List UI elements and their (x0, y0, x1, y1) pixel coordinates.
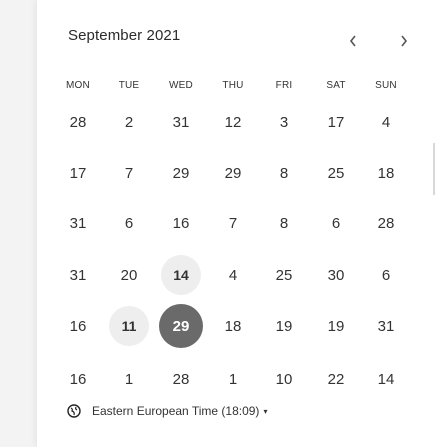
day-cell[interactable]: 31 (377, 317, 395, 335)
day-cell[interactable]: 19 (327, 317, 345, 335)
day-cell[interactable]: 30 (327, 266, 345, 284)
day-cell[interactable]: 25 (327, 164, 345, 182)
day-cell[interactable]: 29 (172, 164, 190, 182)
day-cell[interactable]: 18 (224, 317, 242, 335)
day-cell[interactable]: 2 (124, 113, 134, 131)
day-cell[interactable]: 16 (69, 370, 87, 388)
day-cell[interactable]: 6 (124, 214, 134, 232)
day-cell[interactable]: 22 (327, 370, 345, 388)
day-cell[interactable]: 31 (69, 266, 87, 284)
timezone-label: Eastern European Time (18:09) (92, 404, 260, 418)
day-cell[interactable]: 28 (377, 214, 395, 232)
calendar-panel: September 2021 MON TUE WED THU FRI SAT SUN 28 2… (37, 0, 438, 447)
timezone-selector[interactable]: Eastern European Time (18:09) ▾ (67, 404, 267, 418)
day-cell[interactable]: 8 (279, 214, 289, 232)
next-month-button[interactable] (393, 30, 415, 52)
day-cell[interactable]: 7 (124, 164, 134, 182)
previous-month-button[interactable] (342, 30, 364, 52)
day-cell[interactable]: 10 (275, 370, 293, 388)
weekday-sun: SUN (375, 80, 397, 91)
weekday-tue: TUE (118, 80, 140, 91)
day-cell[interactable]: 7 (228, 214, 238, 232)
day-cell[interactable]: 14 (377, 370, 395, 388)
globe-icon (67, 404, 81, 418)
day-cell[interactable]: 31 (172, 113, 190, 131)
day-cell[interactable]: 1 (228, 370, 238, 388)
day-cell[interactable]: 14 (161, 255, 201, 295)
day-cell[interactable]: 16 (69, 317, 87, 335)
weekday-wed: WED (169, 80, 193, 91)
day-cell[interactable]: 1 (124, 370, 134, 388)
month-title: September 2021 (68, 27, 181, 44)
day-cell[interactable]: 28 (69, 113, 87, 131)
day-cell[interactable]: 31 (69, 214, 87, 232)
weekday-sat: SAT (326, 80, 346, 91)
weekday-fri: FRI (275, 80, 293, 91)
day-cell[interactable]: 6 (381, 266, 391, 284)
scroll-edge (433, 143, 435, 195)
weekday-thu: THU (222, 80, 244, 91)
day-cell[interactable]: 25 (275, 266, 293, 284)
day-cell[interactable]: 18 (377, 164, 395, 182)
day-cell[interactable]: 12 (224, 113, 242, 131)
day-cell[interactable]: 19 (275, 317, 293, 335)
day-cell[interactable]: 4 (228, 266, 238, 284)
day-cell[interactable]: 17 (69, 164, 87, 182)
day-cell[interactable]: 3 (279, 113, 289, 131)
chevron-left-icon (349, 35, 356, 47)
day-cell[interactable]: 28 (172, 370, 190, 388)
day-cell[interactable]: 8 (279, 164, 289, 182)
day-cell[interactable]: 4 (381, 113, 391, 131)
day-cell[interactable]: 16 (172, 214, 190, 232)
selected-day[interactable]: 29 (159, 304, 203, 348)
chevron-right-icon (401, 35, 408, 47)
day-cell[interactable]: 29 (224, 164, 242, 182)
day-cell[interactable]: 17 (327, 113, 345, 131)
caret-down-icon: ▾ (263, 406, 268, 416)
weekday-mon: MON (66, 80, 90, 91)
day-cell[interactable]: 11 (109, 306, 149, 346)
day-cell[interactable]: 20 (120, 266, 138, 284)
day-cell[interactable]: 6 (331, 214, 341, 232)
